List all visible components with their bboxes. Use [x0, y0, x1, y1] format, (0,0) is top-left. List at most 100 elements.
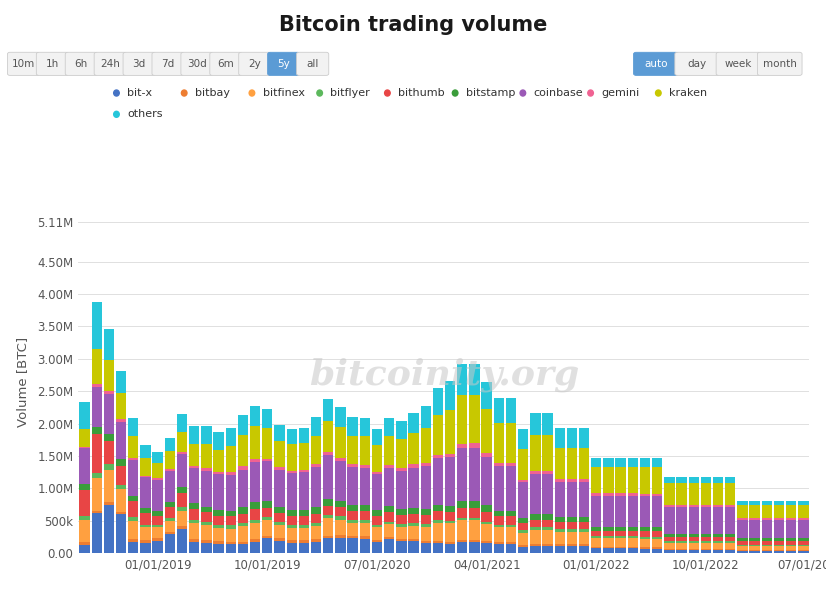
Bar — [116, 514, 126, 553]
Text: 2y: 2y — [249, 59, 261, 69]
Bar — [567, 530, 577, 532]
Bar — [164, 506, 175, 518]
Bar — [530, 514, 540, 520]
Bar — [433, 415, 443, 455]
Bar — [506, 542, 516, 544]
Bar — [177, 528, 188, 553]
Bar — [652, 537, 662, 539]
Bar — [408, 541, 419, 553]
Bar — [116, 420, 126, 422]
Bar — [506, 516, 516, 525]
Bar — [250, 542, 260, 553]
Bar — [530, 527, 540, 530]
Bar — [786, 501, 796, 505]
Bar — [311, 418, 321, 436]
Bar — [140, 525, 150, 527]
Bar — [628, 531, 638, 536]
Text: bitbay: bitbay — [195, 88, 230, 98]
Bar — [359, 536, 370, 539]
Bar — [445, 521, 455, 523]
Bar — [420, 541, 431, 543]
Bar — [591, 527, 601, 531]
Bar — [615, 538, 626, 547]
Bar — [408, 523, 419, 526]
Bar — [396, 524, 406, 527]
Bar — [262, 520, 273, 536]
Bar — [628, 527, 638, 531]
Bar — [689, 537, 699, 541]
Bar — [287, 429, 297, 444]
Bar — [554, 522, 565, 530]
Bar — [238, 544, 248, 553]
Bar — [603, 496, 614, 527]
Bar — [579, 546, 589, 553]
Bar — [567, 428, 577, 448]
Bar — [177, 452, 188, 454]
Bar — [530, 471, 540, 474]
Bar — [615, 548, 626, 553]
Bar — [628, 538, 638, 547]
Bar — [603, 547, 614, 548]
Bar — [287, 510, 297, 516]
Bar — [652, 531, 662, 537]
Bar — [213, 541, 224, 544]
Bar — [79, 448, 90, 484]
Bar — [725, 541, 735, 542]
Bar — [469, 508, 480, 517]
Bar — [287, 444, 297, 471]
Bar — [762, 501, 772, 505]
Bar — [335, 537, 345, 553]
Bar — [177, 414, 188, 432]
Bar — [372, 540, 382, 542]
Bar — [323, 506, 334, 515]
Text: 6h: 6h — [74, 59, 88, 69]
Bar — [177, 526, 188, 528]
Bar — [591, 536, 601, 538]
Bar — [372, 472, 382, 474]
Bar — [384, 537, 394, 539]
Bar — [798, 545, 809, 550]
Bar — [518, 449, 529, 480]
Bar — [116, 489, 126, 512]
Bar — [116, 459, 126, 466]
Bar — [274, 541, 285, 553]
Bar — [262, 536, 273, 538]
Bar — [274, 538, 285, 541]
Bar — [274, 469, 285, 507]
Bar — [311, 542, 321, 553]
Bar — [445, 506, 455, 513]
Bar — [311, 539, 321, 542]
Bar — [250, 406, 260, 426]
Bar — [762, 520, 772, 537]
Bar — [457, 395, 468, 444]
Bar — [676, 533, 686, 537]
Bar — [543, 514, 553, 520]
Bar — [567, 546, 577, 553]
Bar — [238, 435, 248, 466]
Bar — [664, 537, 675, 541]
Bar — [652, 458, 662, 468]
Bar — [554, 530, 565, 532]
Bar — [725, 542, 735, 549]
Bar — [225, 525, 236, 528]
Bar — [554, 517, 565, 522]
Bar — [140, 476, 150, 477]
Bar — [128, 436, 139, 458]
Bar — [494, 398, 504, 423]
Bar — [738, 518, 748, 520]
Bar — [250, 426, 260, 458]
Bar — [543, 471, 553, 474]
Bar — [494, 527, 504, 542]
Bar — [738, 520, 748, 537]
Bar — [202, 426, 211, 444]
Bar — [140, 458, 150, 476]
Bar — [494, 463, 504, 466]
Bar — [774, 537, 784, 541]
Bar — [689, 549, 699, 550]
Bar — [774, 551, 784, 553]
Bar — [713, 477, 724, 483]
Bar — [615, 467, 626, 493]
Bar — [348, 467, 358, 505]
Bar — [153, 452, 163, 463]
Bar — [762, 545, 772, 550]
